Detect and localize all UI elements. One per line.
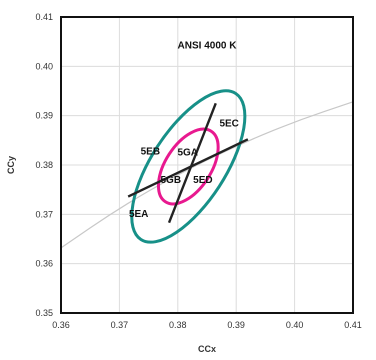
x-tick-label: 0.39 — [227, 320, 245, 330]
bin-label-5ea: 5EA — [129, 209, 148, 220]
y-tick-label: 0.36 — [35, 259, 53, 269]
y-tick-label: 0.39 — [35, 111, 53, 121]
bin-label-5ec: 5EC — [219, 119, 238, 130]
bin-label-5eb: 5EB — [141, 147, 160, 158]
x-tick-label: 0.36 — [52, 320, 70, 330]
y-tick-label: 0.37 — [35, 209, 53, 219]
y-tick-label: 0.35 — [35, 308, 53, 318]
x-axis-title: CCx — [198, 344, 216, 354]
tick-labels: 0.36 0.37 0.38 0.39 0.40 0.41 0.35 0.36 0.37 0.38… — [35, 12, 361, 330]
x-tick-label: 0.38 — [169, 320, 187, 330]
y-tick-label: 0.41 — [35, 12, 53, 22]
bin-divider-line — [167, 102, 217, 224]
grid — [60, 16, 354, 314]
outer-bin-ellipse — [130, 89, 247, 244]
plot-frame — [60, 16, 354, 314]
x-tick-label: 0.40 — [286, 320, 304, 330]
inner-bin-ellipse — [156, 127, 220, 206]
bin-label-5ga: 5GA — [177, 148, 198, 159]
y-tick-label: 0.38 — [35, 160, 53, 170]
chart-title: ANSI 4000 K — [178, 41, 238, 52]
bin-label-5gb: 5GB — [161, 175, 182, 186]
bin-label-5ed: 5ED — [193, 175, 212, 186]
plot-series: 5EC 5EB 5GA 5GB 5ED 5EA — [60, 89, 354, 249]
bin-divider-line — [127, 138, 249, 198]
y-tick-label: 0.40 — [35, 61, 53, 71]
x-tick-label: 0.41 — [344, 320, 362, 330]
x-tick-label: 0.37 — [111, 320, 129, 330]
y-axis-title: CCy — [6, 156, 16, 174]
